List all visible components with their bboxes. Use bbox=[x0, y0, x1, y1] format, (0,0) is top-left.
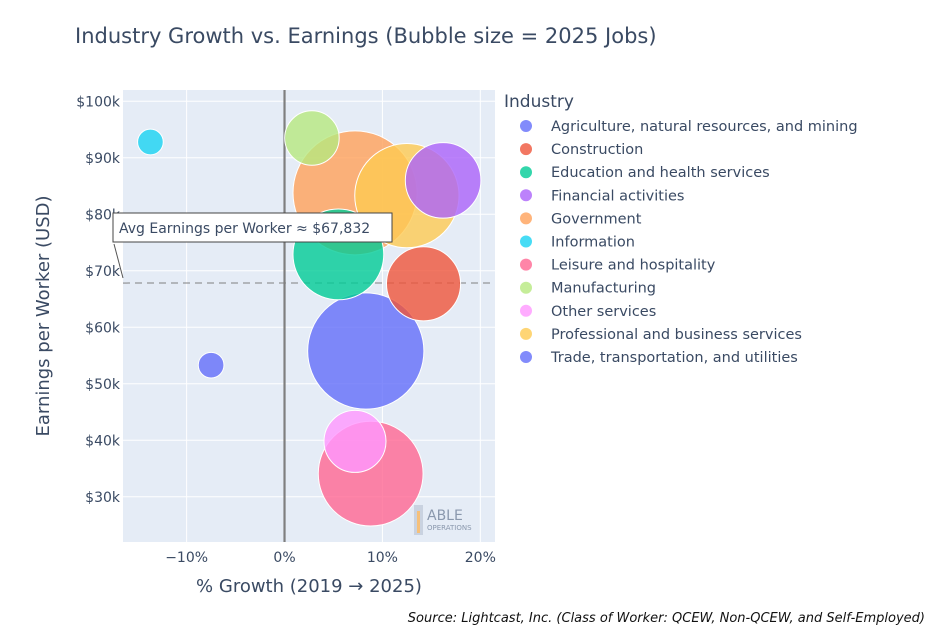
axis-ticks: $30k $40k $50k $60k $70k $80k $90k $100k −10% 0% 1… bbox=[76, 94, 496, 566]
bubble-manufacturing[interactable] bbox=[284, 110, 340, 166]
x-tick-label: 10% bbox=[367, 550, 398, 566]
legend-marker bbox=[520, 351, 532, 363]
legend-label: Professional and business services bbox=[551, 327, 802, 343]
bubble-financial-activities[interactable] bbox=[404, 142, 482, 219]
legend-item-professional-and-business-services[interactable]: Professional and business services bbox=[520, 327, 802, 343]
chart-title: Industry Growth vs. Earnings (Bubble siz… bbox=[75, 24, 657, 48]
x-tick-label: −10% bbox=[165, 550, 208, 566]
legend-label: Information bbox=[551, 235, 635, 251]
legend: Agriculture, natural resources, and mini… bbox=[520, 119, 858, 366]
y-axis-title: Earnings per Worker (USD) bbox=[33, 195, 54, 436]
y-tick-label: $70k bbox=[85, 264, 121, 280]
legend-marker bbox=[520, 258, 532, 271]
y-tick-label: $100k bbox=[76, 94, 121, 110]
legend-marker bbox=[520, 189, 532, 202]
legend-item-other-services[interactable]: Other services bbox=[520, 304, 656, 320]
legend-title: Industry bbox=[504, 92, 574, 112]
logo-line2: OPERATIONS bbox=[427, 524, 472, 532]
x-axis-title: % Growth (2019 → 2025) bbox=[196, 576, 422, 597]
legend-label: Education and health services bbox=[551, 165, 770, 181]
legend-item-trade-transportation-and-utilities[interactable]: Trade, transportation, and utilities bbox=[520, 350, 798, 366]
legend-item-agriculture-natural-resources-and-mining[interactable]: Agriculture, natural resources, and mini… bbox=[520, 119, 858, 135]
able-operations-logo: ABLE OPERATIONS bbox=[414, 505, 472, 535]
legend-label: Financial activities bbox=[551, 188, 684, 204]
logo-line1: ABLE bbox=[427, 508, 463, 524]
legend-item-financial-activities[interactable]: Financial activities bbox=[520, 188, 684, 204]
legend-label: Construction bbox=[551, 142, 643, 158]
legend-marker bbox=[520, 166, 532, 179]
legend-item-information[interactable]: Information bbox=[520, 235, 635, 251]
legend-item-leisure-and-hospitality[interactable]: Leisure and hospitality bbox=[520, 258, 716, 274]
annotation-text: Avg Earnings per Worker ≈ $67,832 bbox=[119, 221, 370, 237]
bubble-trade-transportation-and-utilities[interactable] bbox=[307, 292, 425, 410]
legend-marker bbox=[520, 235, 532, 248]
reference-annotation: Avg Earnings per Worker ≈ $67,832 bbox=[112, 212, 393, 279]
bubble-agriculture-natural-resources-and-mining[interactable] bbox=[197, 351, 225, 379]
annotation-box bbox=[112, 212, 393, 243]
annotation-arrow bbox=[113, 243, 124, 279]
legend-item-construction[interactable]: Construction bbox=[520, 142, 643, 158]
bubble-information[interactable] bbox=[137, 128, 164, 156]
y-tick-label: $60k bbox=[85, 320, 121, 336]
bubble-construction[interactable] bbox=[385, 246, 462, 322]
y-tick-label: $30k bbox=[85, 490, 121, 506]
legend-label: Leisure and hospitality bbox=[551, 258, 716, 274]
legend-marker bbox=[520, 304, 532, 317]
legend-marker bbox=[520, 212, 532, 225]
legend-marker bbox=[520, 281, 532, 294]
legend-label: Government bbox=[551, 211, 642, 227]
legend-marker bbox=[520, 327, 532, 340]
legend-marker bbox=[520, 120, 532, 132]
y-tick-label: $90k bbox=[85, 151, 121, 167]
x-tick-label: 0% bbox=[273, 550, 295, 566]
legend-label: Other services bbox=[551, 304, 656, 320]
y-tick-label: $50k bbox=[85, 377, 121, 393]
legend-label: Agriculture, natural resources, and mini… bbox=[551, 119, 858, 135]
bubble-other-services[interactable] bbox=[323, 409, 387, 473]
legend-marker bbox=[520, 143, 532, 156]
legend-label: Manufacturing bbox=[551, 281, 656, 297]
y-tick-label: $40k bbox=[85, 433, 121, 449]
source-note: Source: Lightcast, Inc. (Class of Worker… bbox=[408, 611, 925, 626]
legend-label: Trade, transportation, and utilities bbox=[550, 350, 798, 366]
legend-item-education-and-health-services[interactable]: Education and health services bbox=[520, 165, 770, 181]
x-tick-label: 20% bbox=[465, 550, 496, 566]
y-tick-label: $80k bbox=[85, 207, 121, 223]
legend-item-manufacturing[interactable]: Manufacturing bbox=[520, 281, 656, 297]
legend-item-government[interactable]: Government bbox=[520, 211, 642, 227]
